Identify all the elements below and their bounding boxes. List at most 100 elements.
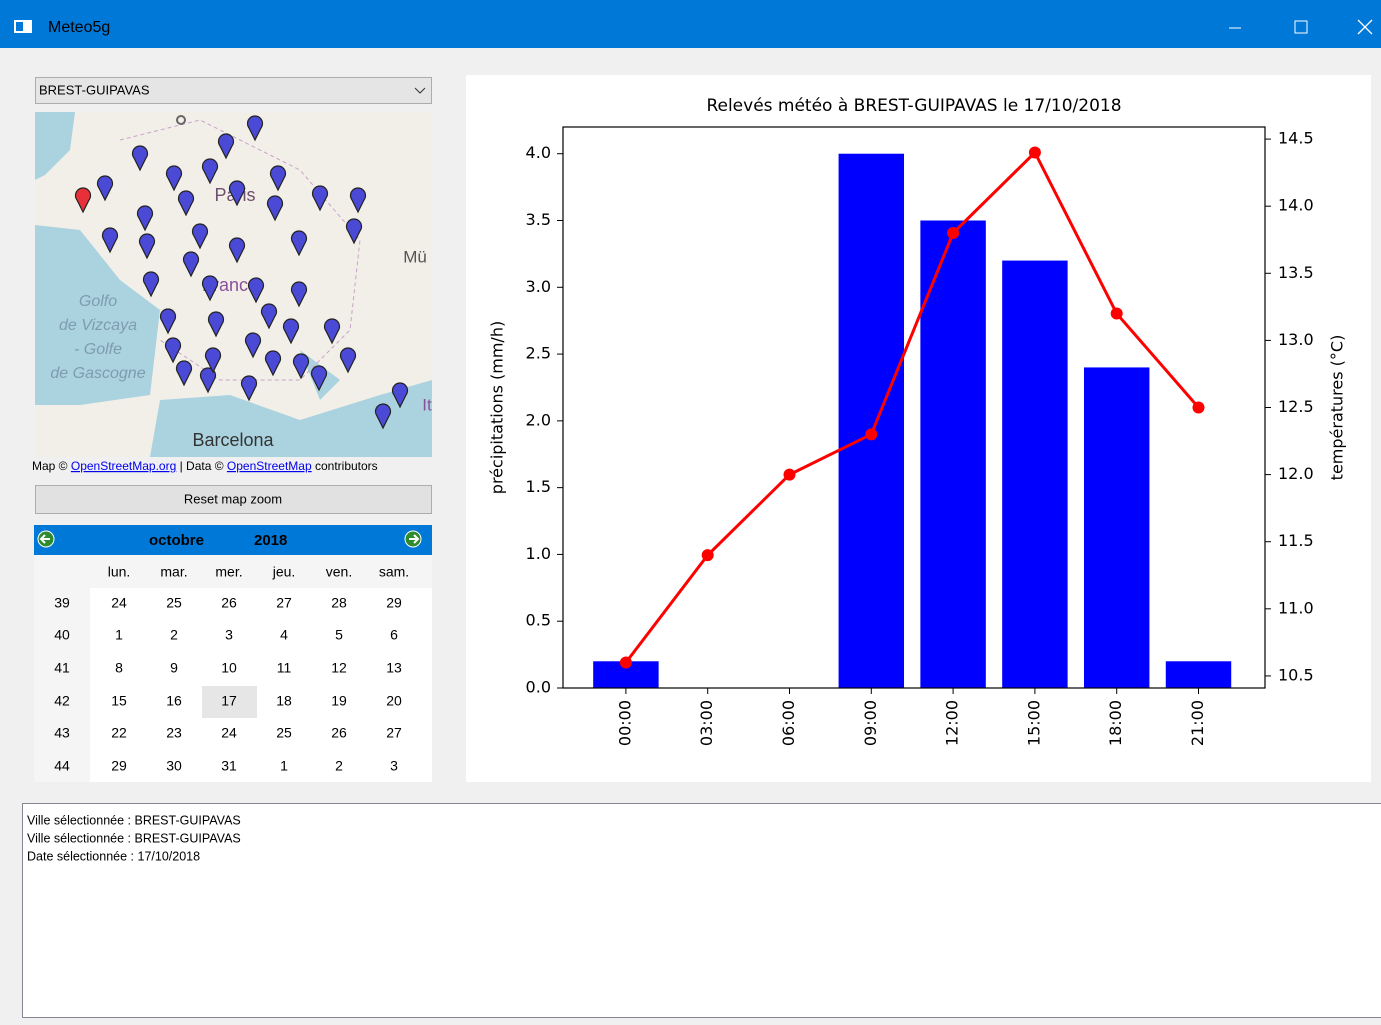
calendar-month[interactable]: octobre <box>149 532 204 549</box>
line-marker <box>702 549 714 561</box>
calendar-day[interactable]: 13 <box>386 660 402 676</box>
window-title: Meteo5g <box>48 19 110 36</box>
y2-axis-label: températures (°C) <box>1328 335 1347 481</box>
map-label: It <box>422 395 432 414</box>
week-number: 43 <box>54 725 70 741</box>
week-number: 42 <box>54 693 70 709</box>
week-number: 41 <box>54 660 70 676</box>
x-tick-label: 09:00 <box>861 700 880 746</box>
calendar-day[interactable]: 24 <box>221 725 237 741</box>
reset-button-label: Reset map zoom <box>184 491 282 506</box>
y-tick-label: 3.5 <box>526 210 551 229</box>
calendar-day[interactable]: 19 <box>331 693 347 709</box>
weekday-header: ven. <box>326 564 352 580</box>
y2-tick-label: 10.5 <box>1278 665 1314 684</box>
weekday-header: jeu. <box>272 564 296 580</box>
y-tick-label: 3.0 <box>526 277 551 296</box>
calendar-year[interactable]: 2018 <box>254 532 287 549</box>
x-tick-label: 12:00 <box>943 700 962 746</box>
calendar-day[interactable]: 25 <box>276 725 292 741</box>
map-label: Mü <box>403 247 427 266</box>
prev-month[interactable] <box>38 531 54 547</box>
line-marker <box>1193 402 1205 414</box>
x-tick-label: 21:00 <box>1188 700 1207 746</box>
calendar-day[interactable]: 26 <box>331 725 347 741</box>
calendar-day[interactable]: 12 <box>331 660 347 676</box>
map-label: de Vizcaya <box>59 317 137 334</box>
y2-tick-label: 11.0 <box>1278 598 1314 617</box>
calendar-day[interactable]: 20 <box>386 693 402 709</box>
next-month[interactable] <box>405 531 421 547</box>
calendar-day[interactable]: 15 <box>111 693 127 709</box>
calendar-day[interactable]: 10 <box>221 660 237 676</box>
station-combo-text: BREST-GUIPAVAS <box>39 82 150 97</box>
log-line: Ville sélectionnée : BREST-GUIPAVAS <box>27 813 241 827</box>
calendar-day[interactable]: 23 <box>166 725 182 741</box>
calendar-day[interactable]: 3 <box>390 758 398 774</box>
calendar-day[interactable]: 31 <box>221 758 237 774</box>
calendar-day[interactable]: 26 <box>221 595 237 611</box>
calendar-day[interactable]: 4 <box>280 627 288 643</box>
calendar-day[interactable]: 6 <box>390 627 398 643</box>
week-number: 39 <box>54 595 70 611</box>
x-tick-label: 15:00 <box>1024 700 1043 746</box>
bar <box>1166 661 1231 688</box>
attribution-link[interactable]: OpenStreetMap.org <box>71 459 176 473</box>
x-tick-label: 06:00 <box>779 700 798 746</box>
calendar-day[interactable]: 18 <box>276 693 292 709</box>
y-tick-label: 1.5 <box>526 477 551 496</box>
x-tick-label: 00:00 <box>615 700 634 746</box>
calendar-day[interactable]: 27 <box>276 595 292 611</box>
line-marker <box>1111 308 1123 320</box>
calendar-day[interactable]: 8 <box>115 660 123 676</box>
attribution-text: Map © <box>32 459 71 473</box>
map-label: de Gascogne <box>50 365 145 382</box>
calendar-day[interactable]: 22 <box>111 725 127 741</box>
map-label: Barcelona <box>192 430 274 450</box>
y-tick-label: 1.0 <box>526 544 551 563</box>
attribution-link[interactable]: OpenStreetMap <box>227 459 312 473</box>
calendar-day[interactable]: 1 <box>280 758 288 774</box>
bar <box>1084 367 1149 688</box>
y-tick-label: 0.0 <box>526 678 551 697</box>
calendar-day[interactable]: 1 <box>115 627 123 643</box>
y2-tick-label: 13.0 <box>1278 330 1314 349</box>
calendar-day[interactable]: 2 <box>335 758 343 774</box>
y2-tick-label: 11.5 <box>1278 531 1314 550</box>
calendar-day[interactable]: 25 <box>166 595 182 611</box>
window: Meteo5g BREST-GUIPAVAS ParisFranceMüGolf… <box>0 0 1381 1025</box>
calendar-day[interactable]: 28 <box>331 595 347 611</box>
y-tick-label: 2.0 <box>526 410 551 429</box>
calendar-day[interactable]: 16 <box>166 693 182 709</box>
calendar-day[interactable]: 5 <box>335 627 343 643</box>
x-tick-label: 18:00 <box>1106 700 1125 746</box>
calendar-day[interactable]: 27 <box>386 725 402 741</box>
calendar-day[interactable]: 2 <box>170 627 178 643</box>
y-tick-label: 4.0 <box>526 143 551 162</box>
calendar-day[interactable]: 29 <box>386 595 402 611</box>
map-label: Golfo <box>79 293 117 310</box>
y2-tick-label: 12.5 <box>1278 397 1314 416</box>
calendar-day[interactable]: 3 <box>225 627 233 643</box>
calendar-day[interactable]: 30 <box>166 758 182 774</box>
calendar-day[interactable]: 9 <box>170 660 178 676</box>
map-label: - Golfe <box>74 341 122 358</box>
calendar-day[interactable]: 11 <box>277 660 292 676</box>
weekday-header: mar. <box>160 564 187 580</box>
app-icon <box>14 20 32 33</box>
x-tick-label: 03:00 <box>697 700 716 746</box>
line-marker <box>784 469 796 481</box>
calendar-day[interactable]: 29 <box>111 758 127 774</box>
y-tick-label: 0.5 <box>526 611 551 630</box>
y2-tick-label: 13.5 <box>1278 263 1314 282</box>
calendar-day[interactable]: 24 <box>111 595 127 611</box>
log-line: Date sélectionnée : 17/10/2018 <box>27 849 200 863</box>
attribution-text: | Data © <box>176 459 227 473</box>
svg-text:Map © OpenStreetMap.org | Data: Map © OpenStreetMap.org | Data © OpenStr… <box>32 459 378 473</box>
weekday-header: mer. <box>215 564 242 580</box>
calendar-days-area <box>90 588 432 782</box>
bar <box>839 154 904 688</box>
calendar-day[interactable]: 17 <box>221 693 237 709</box>
log-line: Ville sélectionnée : BREST-GUIPAVAS <box>27 831 241 845</box>
